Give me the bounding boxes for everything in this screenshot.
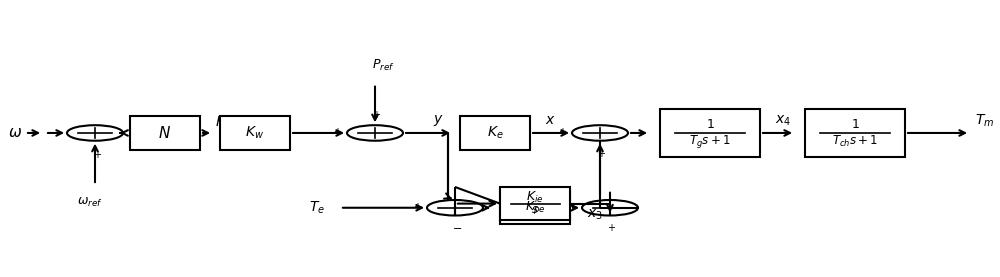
FancyBboxPatch shape — [130, 116, 200, 150]
FancyBboxPatch shape — [460, 116, 530, 150]
Text: $y$: $y$ — [433, 113, 443, 128]
Text: $s$: $s$ — [531, 203, 539, 216]
Text: $+$: $+$ — [558, 126, 567, 137]
Text: $x_4$: $x_4$ — [775, 113, 791, 128]
Text: $+$: $+$ — [568, 201, 577, 212]
Text: $F$: $F$ — [215, 115, 225, 129]
Text: $\omega$: $\omega$ — [8, 126, 22, 140]
Text: $N$: $N$ — [158, 125, 172, 141]
Text: $+$: $+$ — [333, 126, 342, 137]
FancyBboxPatch shape — [220, 116, 290, 150]
FancyBboxPatch shape — [660, 109, 760, 157]
Text: $K_{ie}$: $K_{ie}$ — [526, 190, 544, 205]
Text: $K_e$: $K_e$ — [487, 125, 503, 141]
FancyBboxPatch shape — [500, 191, 570, 224]
Text: $+$: $+$ — [607, 222, 617, 234]
Text: $+$: $+$ — [413, 201, 422, 212]
Text: $x_3$: $x_3$ — [587, 207, 603, 222]
Text: $K_w$: $K_w$ — [245, 125, 265, 141]
Text: $x$: $x$ — [545, 114, 555, 127]
Text: $+$: $+$ — [93, 149, 103, 160]
Text: $P_{ref}$: $P_{ref}$ — [372, 57, 394, 73]
Text: $T_g s+1$: $T_g s+1$ — [689, 133, 731, 150]
FancyBboxPatch shape — [805, 109, 905, 157]
Text: $K_{pe}$: $K_{pe}$ — [525, 199, 545, 216]
Text: $-$: $-$ — [52, 127, 62, 137]
FancyBboxPatch shape — [500, 187, 570, 220]
Text: $1$: $1$ — [851, 118, 859, 131]
Text: $1$: $1$ — [706, 118, 714, 131]
Text: $T_{ch} s+1$: $T_{ch} s+1$ — [832, 134, 878, 149]
Text: $+$: $+$ — [372, 109, 382, 120]
Text: $T_e$: $T_e$ — [309, 199, 325, 216]
Text: $T_m$: $T_m$ — [975, 112, 994, 129]
Text: $+$: $+$ — [597, 148, 607, 159]
Text: $-$: $-$ — [452, 222, 462, 232]
Text: $\omega_{ref}$: $\omega_{ref}$ — [77, 196, 103, 209]
